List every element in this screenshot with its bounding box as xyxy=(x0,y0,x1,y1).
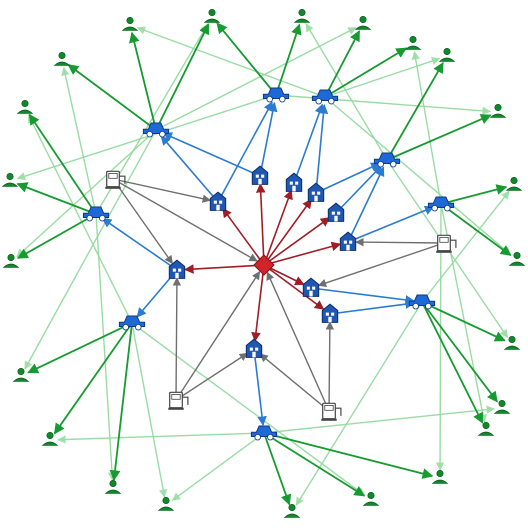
person-node xyxy=(505,336,520,349)
edge-green xyxy=(264,433,432,476)
person-node xyxy=(4,254,19,267)
edge-green xyxy=(114,323,132,480)
edge-gray xyxy=(329,322,330,411)
edge-green xyxy=(441,204,511,255)
edge-lightgreen xyxy=(296,302,422,505)
edge-blue xyxy=(330,303,414,314)
edge-red xyxy=(264,199,311,265)
person-node xyxy=(510,252,525,265)
building-node xyxy=(303,278,318,296)
edge-blue xyxy=(311,288,414,301)
edge-green xyxy=(17,184,96,214)
edge-green xyxy=(276,25,299,95)
edge-red xyxy=(264,191,291,265)
building-node xyxy=(340,232,355,250)
person-node xyxy=(55,52,70,65)
person-node xyxy=(507,177,522,190)
pump-node xyxy=(105,171,125,189)
edge-gray xyxy=(113,179,210,200)
center-node xyxy=(254,255,274,275)
person-node xyxy=(285,504,300,517)
person-node xyxy=(106,480,121,493)
edge-gray xyxy=(267,272,329,411)
network-diagram xyxy=(0,0,528,530)
building-node xyxy=(252,166,267,184)
edge-green xyxy=(387,63,443,160)
edge-red xyxy=(264,218,330,265)
edge-green xyxy=(441,187,506,204)
edge-lightgreen xyxy=(132,323,165,497)
person-node xyxy=(3,173,18,186)
person-node xyxy=(18,100,33,113)
person-node xyxy=(433,470,448,483)
edge-green xyxy=(387,115,491,160)
edge-blue xyxy=(103,219,177,270)
building-node xyxy=(328,203,343,221)
graph-canvas xyxy=(0,0,528,530)
edge-lightgreen xyxy=(306,24,387,160)
person-node xyxy=(495,400,510,413)
edge-green xyxy=(28,323,132,373)
pump-node xyxy=(436,235,456,253)
edge-lightgreen xyxy=(276,95,490,111)
edge-gray xyxy=(176,272,260,400)
edge-blue xyxy=(260,103,274,176)
building-node xyxy=(246,339,261,357)
edge-red xyxy=(260,184,264,265)
edge-green xyxy=(422,302,497,402)
nodes-layer xyxy=(3,9,525,517)
edge-green xyxy=(264,433,289,504)
edge-lightgreen xyxy=(25,130,156,369)
person-node xyxy=(440,48,455,61)
car-node xyxy=(263,88,288,102)
edge-blue xyxy=(348,167,384,242)
edge-lightgreen xyxy=(96,214,113,480)
person-node xyxy=(14,368,29,381)
edge-lightgreen xyxy=(264,409,494,433)
person-node xyxy=(406,36,421,49)
car-node xyxy=(409,295,434,309)
person-node xyxy=(491,104,506,117)
building-node xyxy=(308,183,323,201)
person-node xyxy=(159,497,174,510)
edge-lightgreen xyxy=(138,28,325,97)
edge-gray xyxy=(113,179,257,261)
edge-green xyxy=(29,115,96,214)
edge-green xyxy=(264,433,364,496)
edge-gray xyxy=(113,179,172,263)
edge-gray xyxy=(356,242,444,243)
person-node xyxy=(356,16,371,29)
building-node xyxy=(286,173,301,191)
edge-green xyxy=(422,302,482,423)
person-node xyxy=(123,17,138,30)
edge-lightgreen xyxy=(64,68,96,214)
edge-green xyxy=(422,302,505,341)
edge-red xyxy=(185,265,264,270)
person-node xyxy=(205,9,220,22)
edge-red xyxy=(264,244,340,265)
edge-gray xyxy=(319,243,444,285)
edge-lightgreen xyxy=(156,28,356,130)
edge-gray xyxy=(260,354,329,411)
edge-blue xyxy=(348,207,434,242)
person-node xyxy=(43,432,58,445)
person-node xyxy=(364,492,379,505)
edge-lightgreen xyxy=(58,433,264,440)
edge-lightgreen xyxy=(17,130,156,257)
person-node xyxy=(295,9,310,22)
edge-green xyxy=(156,24,208,130)
building-node xyxy=(322,304,337,322)
edge-gray xyxy=(176,278,177,400)
edge-lightgreen xyxy=(172,433,264,500)
pump-node xyxy=(321,403,341,421)
person-node xyxy=(479,422,494,435)
edge-red xyxy=(223,208,264,265)
car-node xyxy=(374,153,399,167)
edge-gray xyxy=(176,353,247,400)
